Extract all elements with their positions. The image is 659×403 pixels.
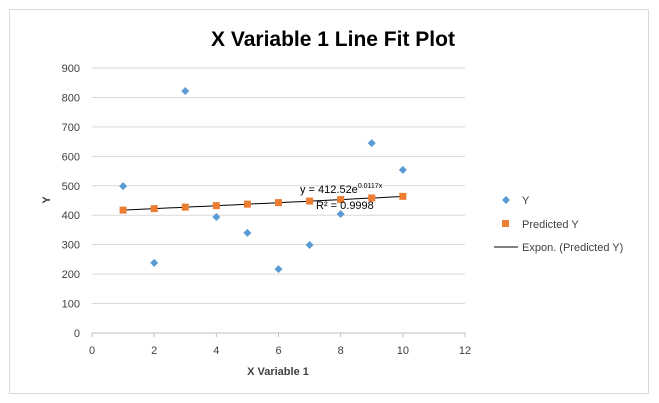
y-tick-label: 100 [62,299,80,311]
legend-label-y: Y [522,195,530,207]
y-tick-label: 800 [62,92,80,104]
chart-border [9,9,649,394]
legend-label-predicted-y: Predicted Y [522,219,579,231]
y-tick-label: 200 [62,269,80,281]
point-predicted-y [337,196,345,204]
trendline-equation: y = 412.52e0.0117x [300,183,383,196]
point-predicted-y [181,203,189,211]
legend-marker-y [502,196,510,204]
point-predicted-y [212,202,220,210]
point-predicted-y [243,200,251,208]
y-tick-label: 500 [62,181,80,193]
point-y [212,212,221,221]
y-tick-label: 400 [62,210,80,222]
point-predicted-y [275,199,282,207]
y-tick-label: 600 [62,151,80,163]
point-y [336,210,345,219]
legend: Y Predicted Y Expon. (Predicted Y) [494,195,623,254]
y-tick-label: 0 [74,328,80,340]
trendline [123,196,403,211]
y-axis-label: Y [41,196,53,204]
y-tick-label: 300 [62,240,80,252]
point-predicted-y [119,206,127,214]
trendline-r2: R² = 0.9998 [316,200,374,212]
x-tick-label: 4 [213,345,219,357]
x-tick-label: 10 [397,345,409,357]
point-predicted-y [306,197,314,205]
x-tick-label: 8 [338,345,344,357]
point-predicted-y [399,192,407,200]
point-y [119,182,128,191]
point-y [181,86,190,95]
point-y [398,165,407,174]
legend-label-trendline: Expon. (Predicted Y) [522,242,623,254]
point-y [274,265,283,274]
point-y [305,240,314,249]
legend-marker-predicted-y [502,220,509,227]
y-tick-label: 900 [62,63,80,75]
point-y [150,258,159,267]
x-tick-label: 12 [459,345,471,357]
point-y [367,139,376,148]
x-tick-label: 6 [275,345,281,357]
point-predicted-y [368,194,376,202]
x-tick-label: 0 [89,345,95,357]
point-predicted-y [150,205,158,213]
x-axis-label: X Variable 1 [247,366,309,378]
point-y [243,228,252,237]
chart-title: X Variable 1 Line Fit Plot [211,28,455,51]
x-tick-label: 2 [151,345,157,357]
y-tick-label: 700 [62,122,80,134]
